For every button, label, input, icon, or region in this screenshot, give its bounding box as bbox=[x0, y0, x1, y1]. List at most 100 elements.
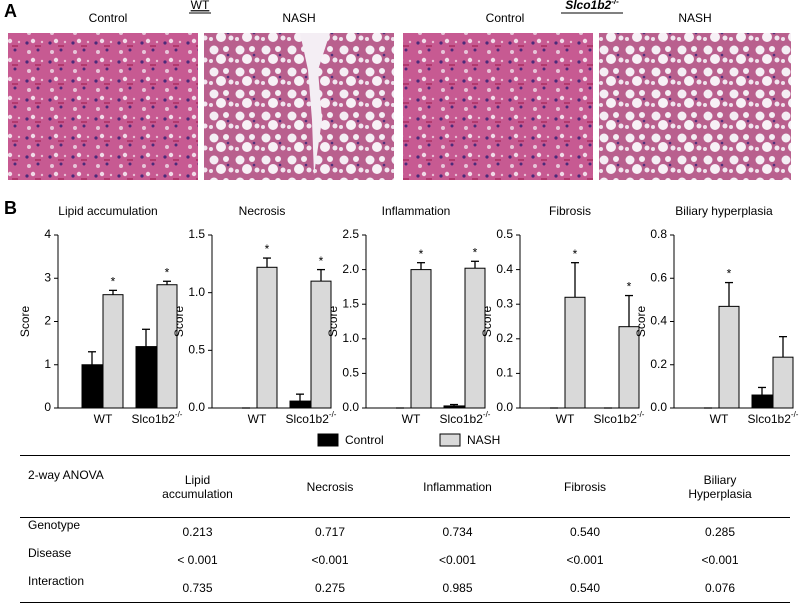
error-bar bbox=[571, 262, 579, 298]
y-tick-label: 1.5 bbox=[342, 296, 359, 310]
error-bar bbox=[758, 386, 766, 396]
table-cell: < 0.001 bbox=[177, 553, 218, 567]
header-cell: Biliary Hyperplasia bbox=[650, 455, 790, 518]
table-cell: <0.001 bbox=[438, 553, 477, 567]
y-tick-label: 1.5 bbox=[188, 227, 205, 241]
group-title: WT bbox=[191, 0, 210, 12]
bar bbox=[772, 356, 794, 409]
bar bbox=[81, 364, 103, 409]
error-bar bbox=[417, 262, 425, 270]
x-tick-label: Slco1b2-/- bbox=[594, 410, 645, 426]
y-tick-label: 2.5 bbox=[342, 227, 359, 241]
histology-image bbox=[599, 33, 791, 180]
category: Slco1b2 bbox=[748, 412, 792, 426]
bar bbox=[135, 346, 157, 409]
y-tick-label: 2.0 bbox=[342, 262, 359, 276]
superscript: -/- bbox=[175, 410, 183, 419]
x-tick-label: WT bbox=[710, 412, 729, 426]
chart-title: Necrosis bbox=[239, 204, 286, 218]
y-tick-label: 0.0 bbox=[496, 400, 513, 414]
category: Slco1b2 bbox=[286, 412, 330, 426]
error-bar bbox=[163, 280, 171, 285]
table-cell: 0.717 bbox=[314, 525, 346, 539]
x-tick-label: Slco1b2-/- bbox=[286, 410, 337, 426]
y-axis-label: Score bbox=[634, 306, 648, 338]
x-tick-label: Slco1b2-/- bbox=[748, 410, 799, 426]
table-cell: 0.285 bbox=[704, 525, 736, 539]
table-row: Genotype 0.213 0.717 0.734 0.540 0.285 bbox=[20, 518, 790, 547]
y-axis-label: Score bbox=[172, 306, 186, 338]
error-bar bbox=[450, 403, 458, 406]
table-row: Disease < 0.001 <0.001 <0.001 <0.001 <0.001 bbox=[20, 546, 790, 574]
header-cell: Necrosis bbox=[265, 455, 395, 518]
table-cell: Interaction bbox=[20, 574, 130, 603]
category: WT bbox=[556, 412, 575, 426]
significance-mark: * bbox=[319, 254, 324, 268]
image-label: NASH bbox=[282, 11, 315, 25]
y-axis-label: Score bbox=[18, 306, 32, 338]
bar bbox=[410, 269, 432, 409]
significance-mark: * bbox=[419, 247, 424, 261]
header-cell: Fibrosis bbox=[520, 455, 650, 518]
y-tick-label: 1 bbox=[44, 357, 51, 371]
chart-title: Inflammation bbox=[382, 204, 451, 218]
histology-image bbox=[403, 33, 593, 180]
table-cell: 0.540 bbox=[520, 574, 650, 603]
category: Slco1b2 bbox=[440, 412, 484, 426]
bar bbox=[564, 296, 586, 409]
figure: A WT Slco1b2-/- Control NASH Control NAS… bbox=[4, 0, 799, 447]
y-tick-label: 0.5 bbox=[342, 366, 359, 380]
histology-image bbox=[8, 33, 198, 180]
error-bar bbox=[625, 294, 633, 327]
anova-table: 2-way ANOVA Lipid accumulation Necrosis … bbox=[20, 455, 790, 603]
bar bbox=[718, 305, 740, 409]
y-tick-label: 0.5 bbox=[496, 227, 513, 241]
significance-mark: * bbox=[727, 267, 732, 281]
histology-image bbox=[204, 33, 394, 180]
superscript: -/- bbox=[329, 410, 337, 419]
legend-swatch bbox=[439, 433, 461, 447]
y-tick-label: 0.8 bbox=[650, 227, 667, 241]
x-tick-label: WT bbox=[556, 412, 575, 426]
significance-mark: * bbox=[165, 265, 170, 279]
error-bar bbox=[779, 335, 787, 358]
significance-mark: * bbox=[265, 242, 270, 256]
error-bar bbox=[142, 328, 150, 347]
header-cell: Inflammation bbox=[395, 455, 520, 518]
panel-label: B bbox=[4, 198, 17, 218]
table-cell: Disease bbox=[28, 546, 72, 560]
y-tick-label: 0.2 bbox=[650, 357, 667, 371]
table-cell: 0.213 bbox=[182, 525, 213, 539]
superscript: -/- bbox=[637, 410, 645, 419]
category: WT bbox=[710, 412, 729, 426]
superscript: -/- bbox=[483, 410, 491, 419]
superscript: -/- bbox=[791, 410, 799, 419]
bar bbox=[618, 326, 640, 409]
table-cell: 0.734 bbox=[442, 525, 473, 539]
x-tick-label: WT bbox=[248, 412, 267, 426]
header-text: Fibrosis bbox=[563, 479, 606, 494]
panel-label: A bbox=[4, 1, 17, 21]
y-tick-label: 1.0 bbox=[188, 285, 205, 299]
y-tick-label: 0.6 bbox=[650, 270, 667, 284]
x-tick-label: Slco1b2-/- bbox=[440, 410, 491, 426]
image-label: Control bbox=[486, 11, 525, 25]
error-bar bbox=[471, 260, 479, 269]
header-cell: Lipid accumulation bbox=[130, 455, 265, 518]
vessel bbox=[300, 33, 330, 175]
y-tick-label: 1.0 bbox=[342, 331, 359, 345]
image-label: NASH bbox=[678, 11, 711, 25]
x-tick-label: WT bbox=[94, 412, 113, 426]
error-bar bbox=[725, 281, 733, 307]
group-title-text: Slco1b2 bbox=[565, 0, 611, 12]
x-tick-label: Slco1b2-/- bbox=[132, 410, 183, 426]
image-label: Control bbox=[89, 11, 128, 25]
chart-title: Lipid accumulation bbox=[58, 204, 157, 218]
superscript: -/- bbox=[611, 0, 619, 6]
table-cell: <0.001 bbox=[566, 553, 604, 567]
category: WT bbox=[94, 412, 113, 426]
table-row: Interaction 0.735 0.275 0.985 0.540 0.076 bbox=[20, 574, 790, 603]
y-tick-label: 3 bbox=[44, 270, 51, 284]
y-axis-label: Score bbox=[480, 306, 494, 338]
